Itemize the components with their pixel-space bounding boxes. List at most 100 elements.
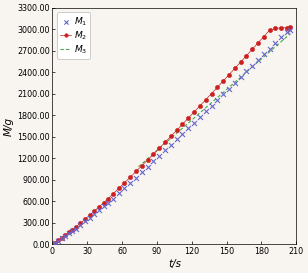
$M_2$ <box>274 27 277 30</box>
$M_2$ <box>198 104 202 108</box>
$M_1$ <box>186 126 191 130</box>
$M_3$ <box>146 157 149 161</box>
$M_2$ <box>239 61 242 64</box>
$M_3$ <box>143 160 146 163</box>
$M_1$ <box>87 216 92 220</box>
$M_2$ <box>140 164 144 167</box>
$M_1$ <box>209 103 214 108</box>
$M_1$ <box>63 234 68 238</box>
$M_2$ <box>181 123 184 126</box>
$M_2$ <box>123 181 126 185</box>
X-axis label: t/s: t/s <box>168 259 181 269</box>
$M_1$ <box>110 196 115 201</box>
$M_2$ <box>134 170 138 173</box>
$M_2$ <box>79 222 82 225</box>
$M_1$ <box>244 69 249 74</box>
$M_1$ <box>215 98 220 102</box>
$M_1$ <box>83 219 87 224</box>
$M_2$ <box>175 129 179 132</box>
$M_2$ <box>152 152 155 156</box>
$M_1$ <box>288 27 293 32</box>
$M_2$ <box>233 67 237 70</box>
$M_1$ <box>56 238 61 243</box>
$M_2$ <box>256 41 260 44</box>
$M_2$ <box>262 35 265 38</box>
$M_2$ <box>102 201 105 204</box>
$M_2$ <box>60 236 64 239</box>
$M_2$ <box>63 233 67 237</box>
$M_2$ <box>92 209 96 213</box>
$M_1$ <box>174 137 179 142</box>
$M_2$ <box>128 176 132 179</box>
$M_2$ <box>117 187 120 190</box>
$M_3$ <box>177 130 181 133</box>
$M_1$ <box>203 109 208 114</box>
Line: $M_2$: $M_2$ <box>53 25 293 245</box>
$M_2$ <box>250 48 254 51</box>
$M_1$ <box>122 186 127 190</box>
$M_2$ <box>157 147 161 150</box>
$M_1$ <box>256 58 261 62</box>
$M_3$ <box>165 140 168 144</box>
$M_1$ <box>52 241 57 245</box>
$M_2$ <box>186 117 190 120</box>
$M_2$ <box>192 110 196 114</box>
$M_1$ <box>273 41 278 45</box>
$M_1$ <box>238 75 243 79</box>
$M_3$ <box>276 43 279 46</box>
$M_1$ <box>285 30 290 34</box>
$M_1$ <box>168 143 173 147</box>
$M_2$ <box>210 92 213 95</box>
$M_1$ <box>59 236 64 240</box>
$M_2$ <box>56 239 60 242</box>
$M_2$ <box>67 231 71 234</box>
$M_2$ <box>289 26 292 29</box>
$M_2$ <box>204 98 208 101</box>
$M_1$ <box>163 148 168 153</box>
$M_1$ <box>250 64 255 68</box>
$M_2$ <box>221 79 225 83</box>
$M_1$ <box>232 81 237 85</box>
$M_1$ <box>157 154 162 158</box>
$M_3$ <box>289 32 292 35</box>
$M_1$ <box>66 231 71 236</box>
$M_2$ <box>53 241 57 245</box>
Y-axis label: M/g: M/g <box>4 116 14 135</box>
$M_1$ <box>180 132 185 136</box>
$M_1$ <box>78 223 83 227</box>
$M_1$ <box>267 46 272 51</box>
$M_2$ <box>285 26 289 29</box>
$M_2$ <box>268 29 271 32</box>
$M_1$ <box>73 227 78 231</box>
$M_1$ <box>101 204 106 209</box>
$M_1$ <box>226 87 231 91</box>
$M_2$ <box>227 73 231 76</box>
$M_2$ <box>146 158 149 162</box>
$M_2$ <box>97 205 101 209</box>
$M_1$ <box>128 181 133 185</box>
$M_2$ <box>163 141 167 144</box>
$M_2$ <box>70 228 74 232</box>
$M_1$ <box>116 191 121 195</box>
$M_1$ <box>151 159 156 164</box>
$M_1$ <box>96 208 101 212</box>
Line: $M_3$: $M_3$ <box>138 34 290 167</box>
$M_1$ <box>106 200 111 205</box>
$M_2$ <box>83 218 87 221</box>
$M_1$ <box>197 115 202 119</box>
$M_1$ <box>221 92 225 96</box>
$M_1$ <box>192 120 197 125</box>
$M_2$ <box>245 54 248 57</box>
$M_3$ <box>281 38 285 42</box>
$M_2$ <box>74 225 78 229</box>
$M_1$ <box>261 52 266 57</box>
$M_2$ <box>169 135 173 138</box>
$M_1$ <box>134 176 139 180</box>
$M_1$ <box>145 165 150 169</box>
$M_2$ <box>88 213 91 217</box>
$M_2$ <box>216 86 219 89</box>
$M_2$ <box>111 192 115 196</box>
$M_3$ <box>136 165 140 168</box>
$M_2$ <box>106 197 110 200</box>
$M_1$ <box>279 35 284 39</box>
